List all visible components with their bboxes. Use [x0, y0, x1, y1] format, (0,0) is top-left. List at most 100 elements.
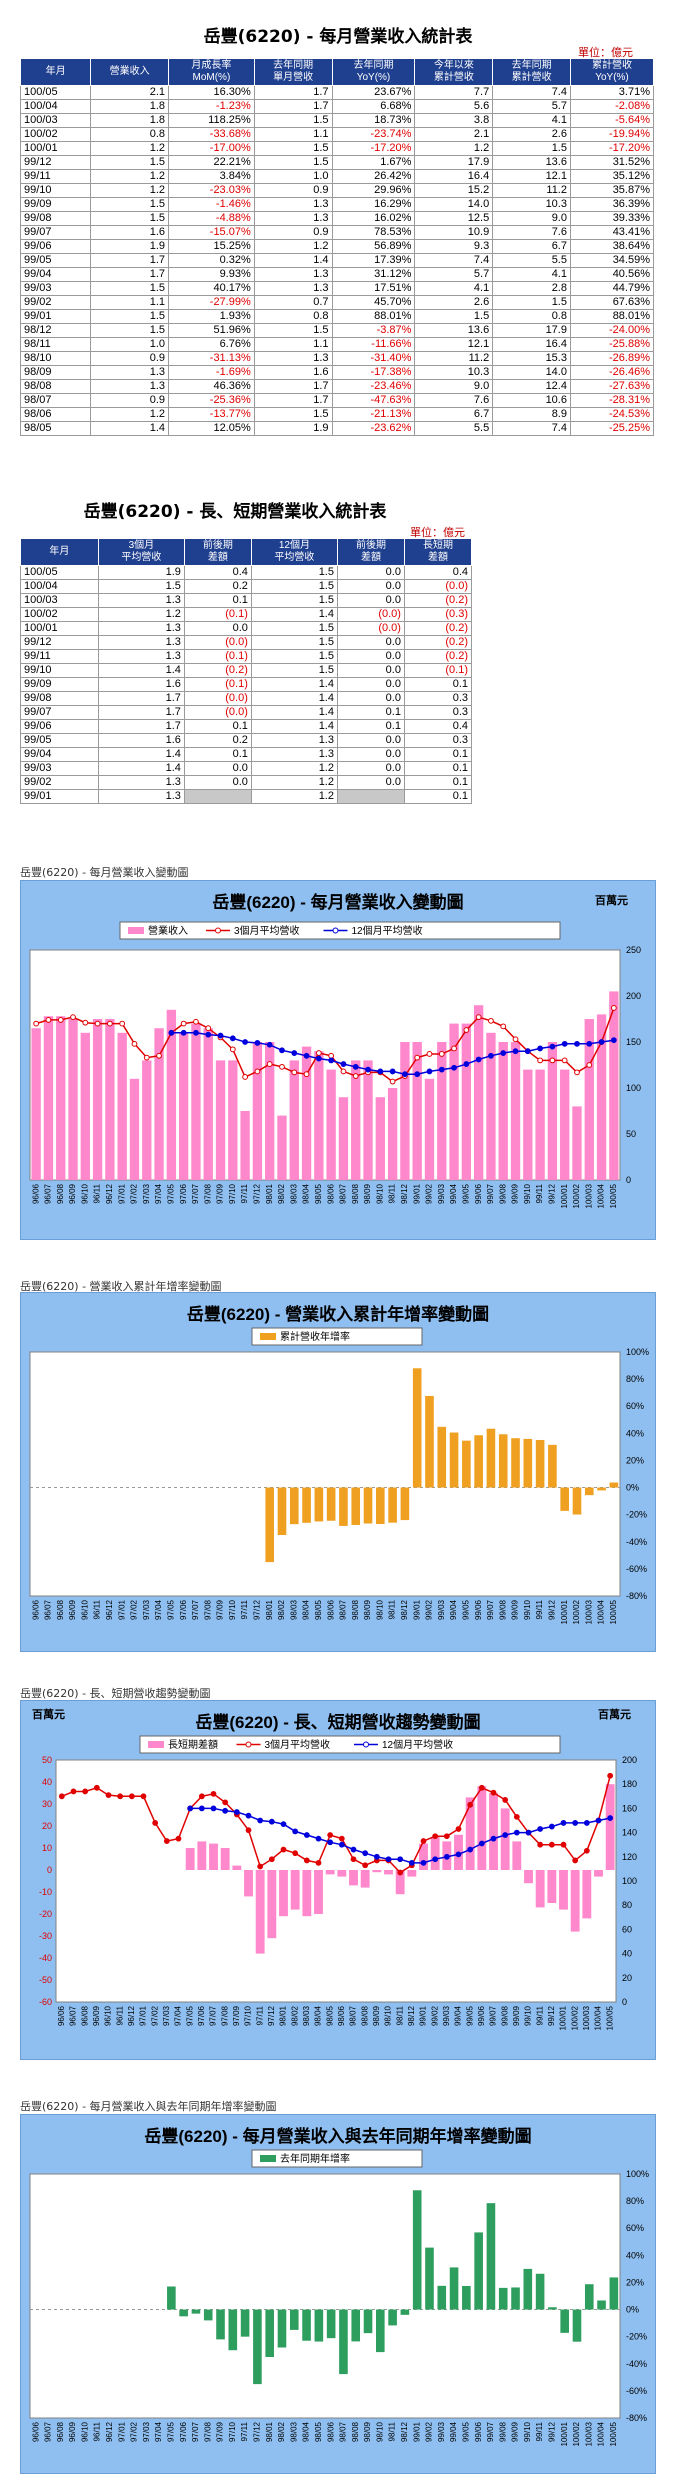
row-period: 99/05 — [20, 733, 99, 748]
line-point — [463, 1061, 470, 1067]
revenue-bar — [326, 1069, 336, 1180]
revenue-bar — [363, 1060, 373, 1180]
x-tick-label: 99/11 — [535, 2421, 544, 2441]
x-tick-label: 98/01 — [265, 2421, 274, 2442]
revenue-bar — [584, 1019, 594, 1180]
table-row: 98/08 1.3 46.36% 1.7 -23.46% 9.0 12.4 -27.63% — [19, 379, 655, 394]
table-row: 99/08 1.5 -4.88% 1.3 16.02% 12.5 9.0 39.33% — [19, 211, 655, 226]
yoy-bar — [314, 1487, 324, 1522]
row-period: 99/01 — [20, 789, 99, 804]
row-period: 100/02 — [20, 607, 99, 622]
line-point — [537, 1045, 544, 1052]
line-point — [561, 1040, 568, 1047]
x-tick-label: 97/06 — [179, 1183, 188, 1204]
revenue-bar — [252, 1042, 263, 1180]
yoy-bar — [572, 1487, 582, 1515]
table-row: 99/11 1.3 (0.1) 1.5 0.0 (0.2) — [20, 649, 473, 664]
table-cell: 0.9 — [253, 183, 333, 198]
table-cell: 0.0 — [183, 621, 252, 636]
yoy-bar — [511, 2287, 520, 2310]
revenue-bar — [486, 1032, 496, 1180]
table-cell: 1.1 — [253, 337, 333, 352]
table-cell: 15.2 — [414, 183, 494, 198]
table-cell: 1.2 — [414, 141, 494, 156]
row-period: 98/08 — [19, 379, 92, 394]
table-cell: 0.0 — [336, 635, 405, 650]
x-tick-label: 97/06 — [179, 1599, 188, 1620]
line-point — [583, 1820, 590, 1826]
x-tick-label: 96/12 — [105, 1183, 114, 1204]
table-cell: 1.4 — [97, 747, 185, 762]
y-tick-label-left: 20 — [42, 1821, 52, 1831]
table-cell: 5.7 — [414, 267, 494, 282]
table-cell: 5.5 — [492, 253, 571, 268]
y-tick-label: 0 — [626, 1175, 631, 1185]
table-cell: 26.42% — [331, 169, 416, 184]
legend-marker — [332, 927, 339, 934]
line-point — [94, 1020, 101, 1027]
x-tick-label: 98/07 — [349, 2005, 358, 2026]
x-tick-label: 100/03 — [584, 1599, 593, 1624]
line-point — [525, 1829, 532, 1836]
table-cell: 1.9 — [97, 565, 185, 580]
revenue-bar — [473, 1005, 484, 1180]
legend-label: 12個月平均營收 — [382, 1738, 453, 1751]
table-cell: 1.5 — [253, 407, 333, 422]
yoy-bar — [523, 1438, 533, 1488]
table-cell: 1.5 — [90, 323, 170, 338]
table-cell: -24.00% — [569, 323, 655, 338]
yoy-bar — [486, 1428, 496, 1488]
table-cell: 1.4 — [253, 253, 333, 268]
chart1-caption: 岳豐(6220) - 每月營業收入變動圖 — [20, 866, 189, 879]
x-tick-label: 99/06 — [474, 2421, 483, 2442]
table-cell: 0.9 — [90, 351, 170, 366]
yoy-bar — [486, 2203, 496, 2310]
revenue-bar — [166, 1009, 177, 1180]
table-cell: 6.7 — [492, 239, 571, 254]
line-point — [245, 1827, 252, 1834]
line-point — [119, 1020, 126, 1027]
yoy-bar — [535, 1439, 545, 1488]
table-cell: (0.2) — [403, 635, 473, 650]
x-tick-label: 96/10 — [80, 1599, 89, 1620]
table-cell: -23.74% — [331, 127, 416, 142]
diff-bar — [255, 1870, 265, 1954]
table-cell: 12.05% — [168, 421, 255, 436]
table-cell: 0.1 — [403, 747, 473, 762]
table-row: 99/12 1.3 (0.0) 1.5 0.0 (0.2) — [20, 635, 473, 650]
table-cell: 1.7 — [90, 267, 170, 282]
x-tick-label: 100/02 — [572, 1183, 581, 1208]
table-cell: 1.5 — [250, 579, 338, 594]
revenue-bar — [92, 1019, 103, 1180]
revenue-bar — [609, 991, 619, 1180]
diff-bar — [302, 1870, 312, 1917]
table-cell: 0.0 — [336, 649, 405, 664]
x-tick-label: 98/07 — [339, 1183, 348, 1204]
revenue-bar — [560, 1069, 570, 1180]
line-point — [222, 1807, 229, 1814]
y-tick-label: -40% — [626, 2359, 647, 2369]
x-tick-label: 99/05 — [461, 1183, 470, 1204]
x-tick-label: 100/04 — [597, 1183, 606, 1208]
legend-swatch — [260, 2155, 276, 2162]
table-cell: -1.46% — [168, 197, 255, 212]
line-point — [414, 1054, 421, 1061]
table-row: 99/05 1.7 0.32% 1.4 17.39% 7.4 5.5 34.59% — [19, 253, 655, 268]
yoy-bar — [437, 1426, 447, 1488]
yoy-bar — [560, 1487, 569, 1511]
table-cell: -26.89% — [569, 351, 655, 366]
diff-bar — [582, 1870, 592, 1919]
table-cell: 1.93% — [168, 309, 255, 324]
lt-table-title: 岳豐(6220) - 長、短期營業收入統計表 — [83, 502, 387, 522]
table-row: 100/04 1.5 0.2 1.5 0.0 (0.0) — [20, 579, 473, 594]
line-point — [420, 1859, 427, 1866]
table-cell: 11.2 — [414, 351, 494, 366]
table-cell: 1.7 — [90, 253, 170, 268]
yoy-bar — [277, 2309, 287, 2348]
chart-title: 岳豐(6220) - 營業收入累計年增率變動圖 — [187, 1304, 489, 1324]
row-period: 99/06 — [19, 239, 92, 254]
row-period: 98/05 — [19, 421, 92, 436]
legend-marker — [215, 927, 221, 934]
y-tick-label: 80% — [626, 2196, 644, 2206]
x-tick-label: 99/07 — [486, 2421, 495, 2442]
